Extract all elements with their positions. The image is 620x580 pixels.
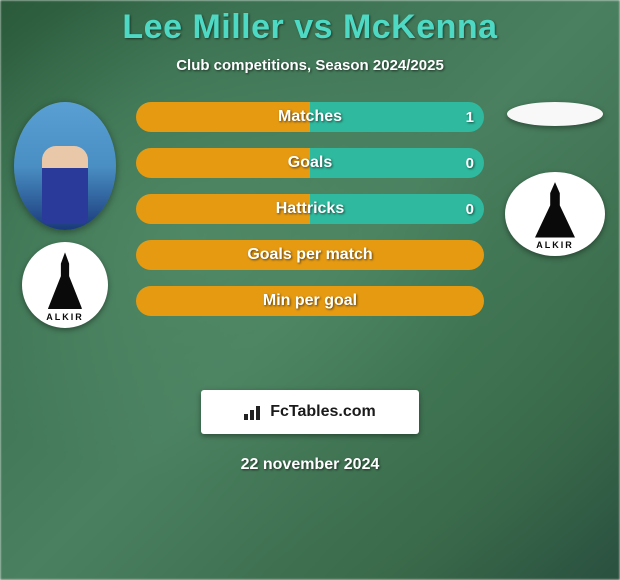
stat-value-right: 1 — [466, 102, 474, 132]
page-title: Lee Miller vs McKenna — [0, 8, 620, 47]
player-left-column: ALKIR — [10, 102, 120, 352]
stat-row: Goals per match — [136, 240, 484, 270]
stat-value-right: 0 — [466, 148, 474, 178]
player-right-club-badge: ALKIR — [505, 172, 605, 256]
stat-label: Goals per match — [136, 240, 484, 270]
watermark-text: FcTables.com — [270, 403, 376, 421]
chart-icon — [244, 404, 264, 420]
stat-bars: Matches1Goals0Hattricks0Goals per matchM… — [136, 102, 484, 332]
player-left-club-badge: ALKIR — [22, 242, 108, 328]
page-subtitle: Club competitions, Season 2024/2025 — [0, 57, 620, 74]
stat-row: Hattricks0 — [136, 194, 484, 224]
club-badge-text: ALKIR — [22, 312, 108, 322]
comparison-card: Lee Miller vs McKenna Club competitions,… — [0, 0, 620, 580]
stat-label: Matches — [136, 102, 484, 132]
steeple-icon — [535, 182, 575, 237]
player-right-photo — [507, 102, 603, 126]
stat-row: Goals0 — [136, 148, 484, 178]
steeple-icon — [48, 252, 82, 309]
stat-label: Hattricks — [136, 194, 484, 224]
content-area: ALKIR ALKIR Matches1Goals0Hattricks0Goal… — [0, 102, 620, 442]
stat-label: Goals — [136, 148, 484, 178]
stat-value-right: 0 — [466, 194, 474, 224]
player-right-column: ALKIR — [500, 102, 610, 352]
player-left-photo — [14, 102, 116, 230]
stat-label: Min per goal — [136, 286, 484, 316]
club-badge-text: ALKIR — [505, 240, 605, 250]
header: Lee Miller vs McKenna Club competitions,… — [0, 0, 620, 74]
stat-row: Matches1 — [136, 102, 484, 132]
date-text: 22 november 2024 — [0, 456, 620, 474]
stat-row: Min per goal — [136, 286, 484, 316]
watermark-badge: FcTables.com — [201, 390, 419, 434]
